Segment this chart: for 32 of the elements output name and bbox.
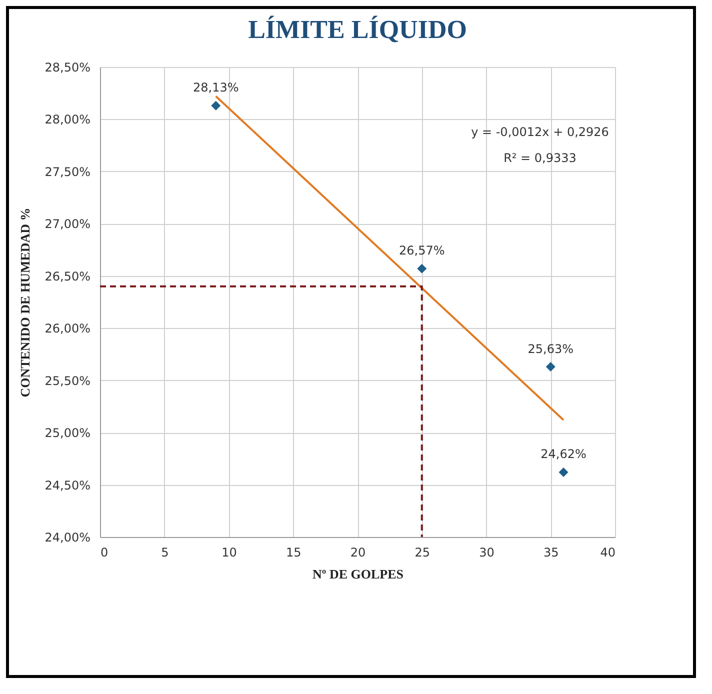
data-label: 26,57% [398, 244, 445, 258]
x-tick-label: 40 [600, 546, 616, 560]
x-tick-label: 35 [543, 546, 559, 560]
y-tick-label: 27,50% [44, 164, 90, 179]
x-tick-label: 10 [222, 546, 237, 560]
y-tick-label: 24,50% [44, 478, 90, 492]
y-tick-label: 25,00% [44, 426, 90, 440]
x-tick-label: 25 [414, 546, 430, 560]
y-tick-label: 25,50% [44, 374, 90, 388]
x-tick-label: 15 [286, 546, 302, 560]
x-tick-label: 30 [479, 546, 494, 560]
x-tick-label: 5 [161, 546, 169, 560]
data-label: 25,63% [528, 342, 574, 356]
x-axis-title: Nº DE GOLPES [312, 566, 404, 582]
data-label: 28,13% [192, 80, 239, 95]
x-tick-label: 0 [100, 546, 108, 560]
data-label: 24,62% [540, 447, 586, 462]
annotation: R² = 0,9333 [504, 151, 576, 165]
chart-title: LÍMITE LÍQUIDO [248, 15, 467, 44]
point [558, 468, 568, 477]
y-tick-label: 24,00% [44, 530, 90, 544]
y-tick-label: 28,00% [44, 112, 90, 127]
y-axis-title: CONTENIDO DE HUMEDAD % [18, 208, 33, 398]
y-tick-label: 26,00% [44, 322, 90, 336]
y-tick-label: 27,00% [44, 217, 90, 232]
point [211, 100, 221, 110]
point [417, 264, 427, 274]
annotation: y = -0,0012x + 0,2926 [471, 125, 609, 139]
y-tick-label: 28,50% [44, 60, 90, 74]
point [546, 362, 556, 372]
x-tick-label: 20 [350, 546, 366, 560]
y-tick-label: 26,50% [44, 269, 90, 284]
